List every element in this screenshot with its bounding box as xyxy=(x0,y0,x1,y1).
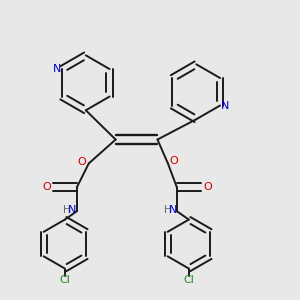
Text: N: N xyxy=(169,205,177,215)
Text: N: N xyxy=(221,100,230,110)
Text: N: N xyxy=(68,205,76,215)
Text: O: O xyxy=(203,182,212,192)
Text: H: H xyxy=(164,205,172,215)
Text: H: H xyxy=(63,205,71,215)
Text: O: O xyxy=(78,157,87,167)
Text: Cl: Cl xyxy=(59,275,70,285)
Text: O: O xyxy=(169,156,178,166)
Text: O: O xyxy=(43,182,51,192)
Text: Cl: Cl xyxy=(183,275,194,285)
Text: N: N xyxy=(52,64,61,74)
